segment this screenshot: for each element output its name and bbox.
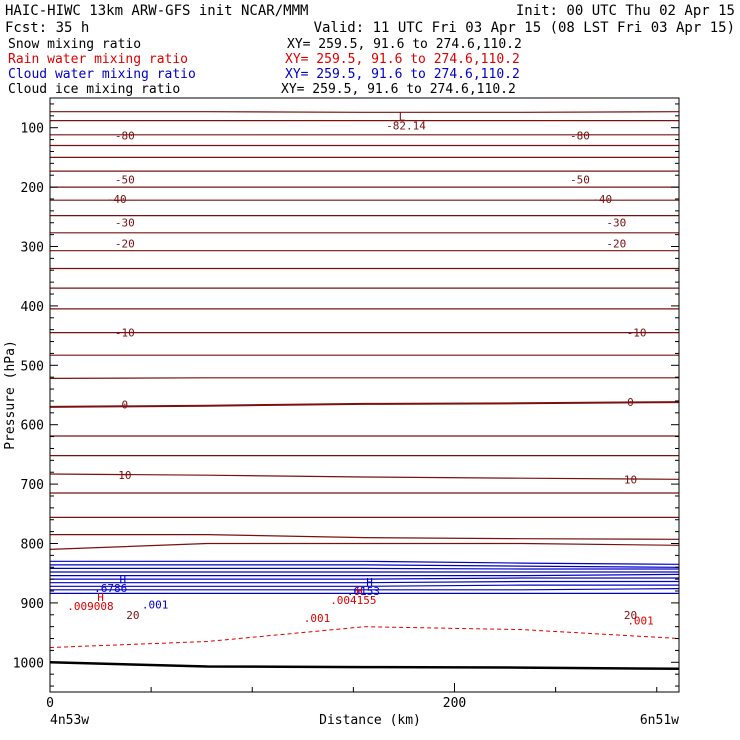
valid-time: Valid: 11 UTC Fri 03 Apr 15 (08 LST Fri … xyxy=(314,20,735,36)
legend-cloud-ice-xy: XY= 259.5, 91.6 to 274.6,110.2 xyxy=(281,82,516,97)
temperature-label: -20 xyxy=(606,238,626,251)
temperature-label: 20 xyxy=(624,609,637,622)
legend: Snow mixing ratio XY= 259.5, 91.6 to 274… xyxy=(8,37,522,97)
temperature-label: 10 xyxy=(624,473,637,486)
y-tick-label: 400 xyxy=(21,300,44,315)
y-tick-label: 900 xyxy=(21,597,44,612)
temperature-label: 20 xyxy=(126,609,139,622)
temperature-label: -20 xyxy=(115,238,135,251)
legend-snow-label: Snow mixing ratio xyxy=(8,37,141,52)
temperature-label: -10 xyxy=(627,327,647,340)
legend-snow-xy: XY= 259.5, 91.6 to 274.6,110.2 xyxy=(287,37,522,52)
temperature-label: -40 xyxy=(107,193,127,206)
low-marker-value: -82.14 xyxy=(386,119,426,132)
rain-water-label: H xyxy=(356,585,363,598)
x-axis-label: Distance (km) xyxy=(319,713,421,728)
cloud-water-contour xyxy=(50,584,679,587)
temperature-contour xyxy=(50,534,679,540)
temperature-label: -30 xyxy=(115,217,135,230)
temperature-contour xyxy=(50,111,679,113)
temperature-contour xyxy=(50,542,679,550)
legend-cloud-water-label: Cloud water mixing ratio xyxy=(8,67,196,82)
temperature-contour xyxy=(50,401,679,408)
y-tick-label: 200 xyxy=(21,181,44,196)
cloud-water-label: .6153 xyxy=(347,585,380,598)
temperature-label: 0 xyxy=(122,399,129,412)
ground-line xyxy=(50,661,679,671)
cloud-water-label: .6786 xyxy=(94,582,127,595)
cloud-water-contour xyxy=(50,577,679,580)
rain-water-contour xyxy=(50,626,679,648)
contour-layer: -80 -80-50 -50-40 -40-30 -30-20 -20-10 -100 010… xyxy=(50,110,679,671)
cloud-water-contour xyxy=(50,580,679,584)
cloud-water-label: H xyxy=(119,574,126,587)
rain-water-label: .009008 xyxy=(67,600,113,613)
temperature-label: -10 xyxy=(115,327,135,340)
rain-water-label: .001 xyxy=(627,615,654,628)
cloud-water-contour xyxy=(50,560,679,565)
temperature-label: -30 xyxy=(606,217,626,230)
temperature-label: -50 xyxy=(115,173,135,186)
y-tick-label: 600 xyxy=(21,419,44,434)
x-tick-label: 200 xyxy=(443,696,466,711)
legend-rain-xy: XY= 259.5, 91.6 to 274.6,110.2 xyxy=(285,52,520,67)
cloud-water-label: H xyxy=(366,576,373,589)
y-tick-label: 500 xyxy=(21,359,44,374)
rain-water-label: .004155 xyxy=(330,594,376,607)
legend-cloud-ice-label: Cloud ice mixing ratio xyxy=(8,82,180,97)
cloud-water-contour xyxy=(50,567,679,570)
y-tick-label: 1000 xyxy=(13,656,44,671)
temperature-contour xyxy=(50,377,679,379)
left-endpoint-label: 4n53w xyxy=(50,713,89,728)
right-endpoint-label: 6n51w xyxy=(640,713,679,728)
y-tick-label: 700 xyxy=(21,478,44,493)
temperature-label: 10 xyxy=(118,469,131,482)
legend-rain-label: Rain water mixing ratio xyxy=(8,52,188,67)
temperature-label: -40 xyxy=(592,193,612,206)
cloud-water-contour xyxy=(50,588,679,591)
x-tick-label: 0 xyxy=(46,696,54,711)
low-marker-label: L xyxy=(399,110,406,123)
cloud-water-label: .001 xyxy=(142,599,169,612)
temperature-label: -80 xyxy=(570,129,590,142)
rain-water-label: H xyxy=(97,591,104,604)
plot-area: -80 -80-50 -50-40 -40-30 -30-20 -20-10 -100 010… xyxy=(50,110,679,671)
y-axis-label: Pressure (hPa) xyxy=(3,340,18,450)
temperature-label: 0 xyxy=(627,396,634,409)
plot-frame xyxy=(49,97,680,693)
temperature-contour xyxy=(50,473,679,480)
temperature-label: -50 xyxy=(570,173,590,186)
temperature-label: -80 xyxy=(115,129,135,142)
rain-water-label: .001 xyxy=(304,612,331,625)
y-tick-label: 800 xyxy=(21,538,44,553)
figure-title: HAIC-HIWC 13km ARW-GFS init NCAR/MMM xyxy=(5,3,308,19)
y-tick-label: 100 xyxy=(21,122,44,137)
legend-cloud-water-xy: XY= 259.5, 91.6 to 274.6,110.2 xyxy=(285,67,520,82)
cloud-water-contour xyxy=(50,564,679,568)
init-time: Init: 00 UTC Thu 02 Apr 15 xyxy=(516,3,735,19)
y-tick-label: 300 xyxy=(21,241,44,256)
cloud-water-contour xyxy=(50,573,679,577)
forecast-hour: Fcst: 35 h xyxy=(5,20,89,36)
